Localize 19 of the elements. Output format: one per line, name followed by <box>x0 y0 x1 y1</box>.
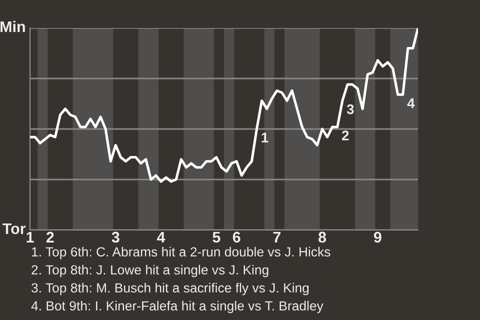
text: Tor <box>2 223 26 234</box>
text: 4. Bot 9th: I. Kiner-Falefa hit a single vs T. Bradley <box>31 300 324 314</box>
x-tick-label: 2 <box>46 232 54 242</box>
text: Min <box>0 20 25 32</box>
annotation: 1 <box>262 132 268 142</box>
x-tick-label: 5 <box>212 232 220 243</box>
text: 2. Top 8th: J. Lowe hit a single vs J. King <box>32 264 268 278</box>
x-tick-label: 4 <box>156 232 166 242</box>
text: 3. Top 8th: M. Busch hit a sacrifice fly vs J. King <box>32 282 309 296</box>
x-tick-label: 9 <box>374 232 382 243</box>
x-tick-label: 6 <box>232 232 240 243</box>
annotation: 2 <box>342 130 349 140</box>
x-tick-label: 7 <box>273 232 280 242</box>
text: 1. Top 6th: C. Abrams hit a 2-run double vs J. Hicks <box>32 246 330 260</box>
annotation: 4 <box>407 98 415 108</box>
annotation: 3 <box>346 104 354 114</box>
x-tick-label: 8 <box>318 232 326 243</box>
x-tick-label: 1 <box>26 232 34 242</box>
x-tick-label: 3 <box>112 232 120 243</box>
